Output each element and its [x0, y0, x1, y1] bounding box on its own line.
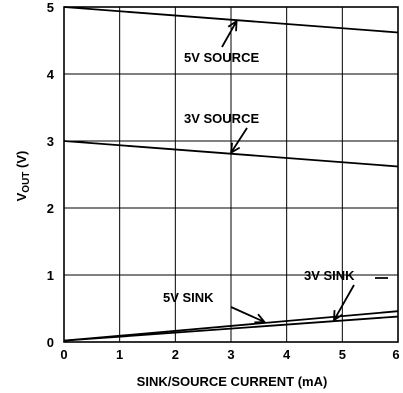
y-tick-0: 0: [47, 335, 54, 350]
y-axis-label-unit: (V): [14, 151, 29, 172]
x-tick-2: 2: [172, 347, 179, 362]
x-tick-6: 6: [392, 347, 399, 362]
plot-frame: [63, 6, 399, 343]
series-line-5v-source: [63, 6, 399, 34]
y-tick-3: 3: [47, 134, 54, 149]
series-line-3v-sink: [63, 315, 399, 342]
y-tick-5: 5: [47, 0, 54, 15]
arrow-3v-sink: [332, 277, 388, 322]
y-tick-2: 2: [47, 201, 54, 216]
x-tick-0: 0: [60, 347, 67, 362]
y-tick-1: 1: [47, 268, 54, 283]
label-5v-source: 5V SOURCE: [184, 50, 259, 65]
arrow-3v-source: [229, 127, 248, 155]
x-tick-4: 4: [283, 347, 291, 362]
grid: [64, 7, 398, 342]
y-axis-label: VOUT (V): [14, 151, 32, 202]
arrow-5v-sink: [230, 306, 267, 324]
y-axis-label-main: V: [14, 192, 29, 201]
x-tick-5: 5: [339, 347, 346, 362]
tick-labels: 0 1 2 3 4 5 6 0 1 2 3 4 5: [47, 0, 400, 362]
label-5v-sink: 5V SINK: [163, 290, 214, 305]
x-tick-3: 3: [227, 347, 234, 362]
label-3v-source: 3V SOURCE: [184, 111, 259, 126]
x-tick-1: 1: [116, 347, 123, 362]
y-tick-4: 4: [47, 67, 55, 82]
series-lines: [63, 6, 399, 342]
label-3v-sink: 3V SINK: [304, 268, 355, 283]
x-axis-label: SINK/SOURCE CURRENT (mA): [137, 374, 328, 389]
arrow-5v-source: [221, 19, 238, 48]
y-axis-label-sub: OUT: [21, 172, 32, 193]
